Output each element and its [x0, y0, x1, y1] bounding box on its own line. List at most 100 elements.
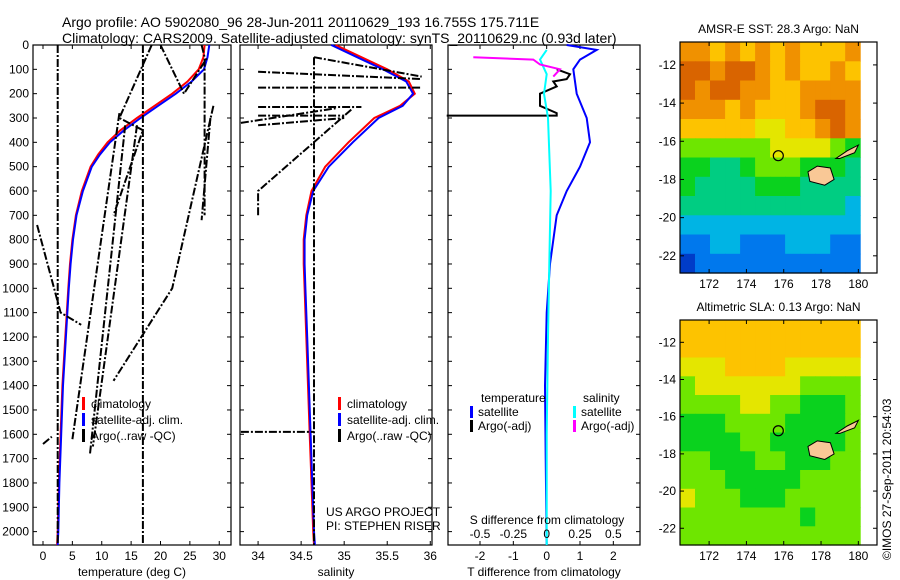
legend-heading-temperature: temperature [481, 391, 546, 405]
heatmap-cell [725, 526, 741, 546]
series-line-t-satellite [543, 44, 600, 546]
heatmap-cell [845, 196, 861, 216]
x-tick-label: 35 [337, 549, 351, 563]
heatmap-cell [830, 451, 846, 471]
heatmap-cell [740, 42, 756, 62]
heatmap-cell [815, 61, 831, 82]
series-line-argo-raw-qc- [89, 125, 127, 454]
heatmap-cell [770, 234, 786, 255]
legend-label: climatology [347, 397, 407, 411]
heatmap-cell [740, 99, 756, 120]
heatmap-cell [710, 357, 726, 377]
sla-map-panel [679, 319, 878, 546]
y-tick-label: 100 [9, 62, 29, 76]
heatmap-cell [755, 157, 771, 178]
heatmap-cell [695, 157, 711, 178]
heatmap-cell [800, 61, 816, 82]
heatmap-cell [800, 119, 816, 139]
heatmap-cell [740, 488, 756, 509]
heatmap-cell [710, 470, 726, 490]
series-line-climatology [56, 44, 206, 546]
heatmap-cell [740, 176, 756, 197]
heatmap-cell [725, 176, 741, 197]
x-tick-label: 30 [213, 549, 227, 563]
x-tick-label: 20 [154, 549, 168, 563]
legend-swatch [470, 406, 473, 418]
x-tick-label: 36 [424, 549, 438, 563]
heatmap-cell [845, 470, 861, 490]
heatmap-cell [725, 320, 741, 340]
heatmap-cell [695, 119, 711, 139]
heatmap-cell [845, 234, 861, 255]
heatmap-cell [830, 80, 846, 101]
heatmap-cell [785, 376, 801, 396]
heatmap-cell [695, 42, 711, 62]
heatmap-cell [740, 196, 756, 216]
heatmap-cell [815, 507, 831, 527]
x-tick-label: 176 [774, 277, 794, 291]
series-line-s-satellite [538, 49, 552, 545]
heatmap-cell [710, 432, 726, 452]
heatmap-cell [815, 99, 831, 120]
heatmap-cell [830, 138, 846, 159]
heatmap-cell [725, 138, 741, 159]
heatmap-cell [800, 507, 816, 527]
heatmap-cell [740, 234, 756, 255]
series-line-satellite-adj-clim- [56, 44, 211, 546]
y-tick-label: 400 [9, 135, 29, 149]
heatmap-cell [710, 507, 726, 527]
x-tick-label: 2 [610, 549, 617, 563]
heatmap-cell [680, 99, 696, 120]
heatmap-cell [770, 338, 786, 359]
heatmap-cell [785, 338, 801, 359]
heatmap-cell [680, 526, 696, 546]
y-tick-label: -22 [659, 521, 677, 535]
legend-heading-salinity: salinity [583, 391, 620, 405]
heatmap-cell [740, 338, 756, 359]
x-tick-label: 35.5 [376, 549, 400, 563]
difference-axes-frame [447, 44, 641, 546]
heatmap-cell [800, 357, 816, 377]
heatmap-cell [845, 507, 861, 527]
heatmap-cell [785, 176, 801, 197]
heatmap-cell [710, 451, 726, 471]
heatmap-cell [785, 413, 801, 434]
y-tick-label: 1800 [2, 476, 29, 490]
heatmap-cell [710, 138, 726, 159]
heatmap-cell [755, 138, 771, 159]
heatmap-cell [740, 470, 756, 490]
heatmap-cell [815, 196, 831, 216]
island-vanua-levu [834, 419, 860, 434]
heatmap-cell [815, 138, 831, 159]
difference-panel [446, 44, 641, 546]
heatmap-cell [725, 488, 741, 509]
heatmap-cell [770, 215, 786, 236]
heatmap-cell [815, 470, 831, 490]
heatmap-cell [725, 413, 741, 434]
legend-label: satellite-adj. clim. [347, 413, 439, 427]
heatmap-cell [710, 395, 726, 415]
y-tick-label: 700 [9, 208, 29, 222]
legend-label: Argo(..raw -QC) [91, 429, 176, 443]
heatmap-cell [740, 507, 756, 527]
heatmap-cell [815, 376, 831, 396]
legend-label: satellite [478, 405, 519, 419]
heatmap-cell [785, 157, 801, 178]
heatmap-cell [770, 357, 786, 377]
heatmap-cell [815, 488, 831, 509]
heatmap-cell [740, 320, 756, 340]
heatmap-cell [740, 526, 756, 546]
series-line-t-argo-adj- [446, 68, 572, 117]
heatmap-cell [680, 488, 696, 509]
heatmap-cell [755, 451, 771, 471]
title-line-1: Argo profile: AO 5902080_96 28-Jun-2011 … [62, 14, 540, 30]
heatmap-cell [785, 138, 801, 159]
heatmap-cell [830, 526, 846, 546]
heatmap-cell [710, 488, 726, 509]
heatmap-cell [755, 470, 771, 490]
heatmap-cell [755, 432, 771, 452]
heatmap-cell [755, 61, 771, 82]
heatmap-cell [770, 320, 786, 340]
series-line-argo-raw-qc- [71, 112, 121, 440]
heatmap-cell [695, 176, 711, 197]
